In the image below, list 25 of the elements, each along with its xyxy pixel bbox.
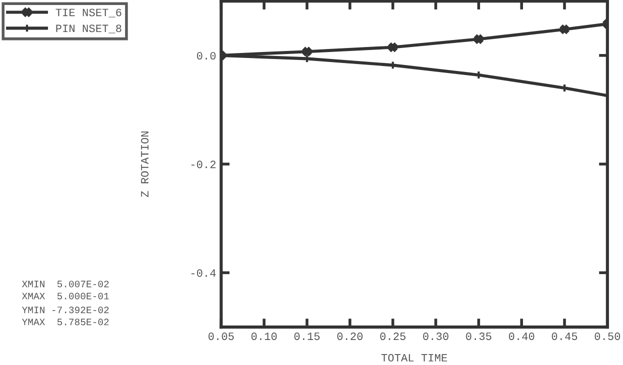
x-tick-label: 0.15	[294, 332, 320, 340]
legend-label: TIE NSET_6	[56, 8, 122, 18]
x-tick-label: 0.45	[552, 332, 578, 340]
text: XMAX 5.000E-01	[22, 292, 109, 300]
x-tick-label: 0.50	[594, 332, 620, 340]
x-axis-title: TOTAL TIME	[381, 354, 448, 362]
point	[388, 42, 398, 52]
y-tick-label: -0.2	[191, 160, 216, 168]
x-tick-label: 0.30	[423, 332, 448, 340]
x-tick-label: 0.40	[508, 332, 534, 340]
point	[474, 34, 484, 44]
point	[302, 47, 312, 56]
text: XMIN 5.007E-02	[22, 280, 109, 288]
point	[560, 24, 570, 34]
x-tick-label: 0.25	[380, 332, 406, 340]
x-tick-label: 0.10	[251, 332, 277, 340]
x-tick-label: 0.35	[466, 332, 492, 340]
y-tick-label: -0.4	[191, 269, 216, 277]
y-axis-title: Z ROTATION	[141, 132, 149, 198]
legend-label: PIN NSET_8	[56, 24, 122, 34]
y-tick-label: 0.0	[196, 52, 216, 60]
text: YMIN -7.392E-02	[22, 306, 109, 314]
x-tick-label: 0.05	[208, 332, 234, 340]
x-tick-label: 0.20	[337, 332, 363, 340]
text: YMAX 5.785E-02	[22, 318, 109, 326]
